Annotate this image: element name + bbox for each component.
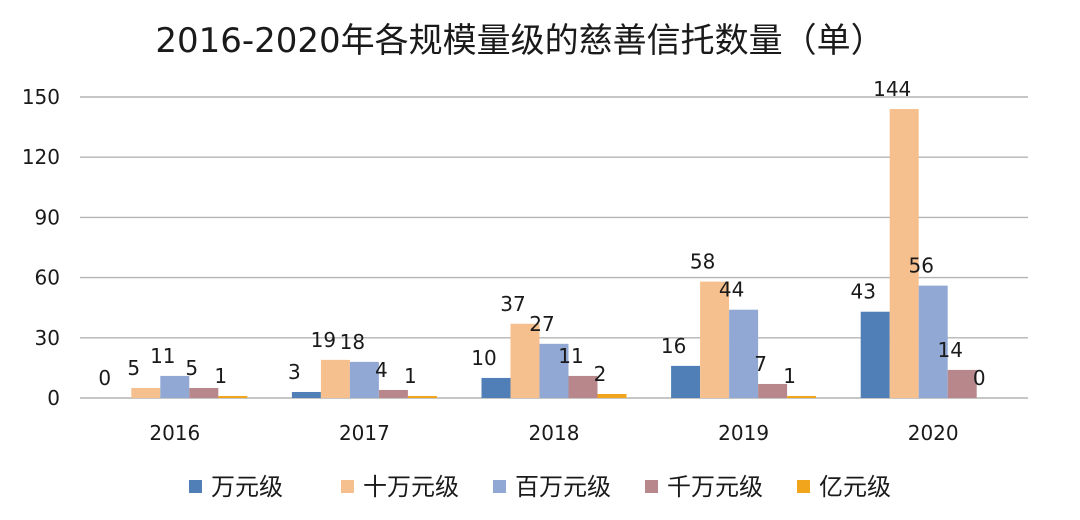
x-tick-label: 2020 bbox=[908, 421, 959, 445]
data-label: 11 bbox=[558, 344, 583, 368]
y-tick-label: 60 bbox=[35, 266, 60, 290]
bar bbox=[407, 395, 437, 398]
bar bbox=[671, 365, 701, 398]
bar bbox=[378, 389, 408, 398]
data-label: 3 bbox=[288, 360, 301, 384]
y-tick-label: 30 bbox=[35, 326, 60, 350]
data-label: 2 bbox=[594, 362, 607, 386]
bar bbox=[320, 359, 350, 398]
data-label: 19 bbox=[311, 328, 336, 352]
legend-swatch bbox=[645, 480, 658, 493]
data-label: 14 bbox=[937, 338, 962, 362]
bar bbox=[218, 395, 248, 398]
bar bbox=[160, 375, 190, 398]
y-tick-label: 90 bbox=[35, 205, 60, 229]
data-label: 1 bbox=[214, 364, 227, 388]
y-tick-label: 120 bbox=[22, 145, 60, 169]
legend: 万元级 十万元级 百万元级 千万元级 亿元级 bbox=[189, 473, 891, 501]
legend-swatch bbox=[341, 480, 354, 493]
bar bbox=[729, 309, 759, 398]
data-label: 58 bbox=[690, 250, 715, 274]
data-label: 1 bbox=[783, 364, 796, 388]
bar bbox=[918, 285, 948, 398]
data-label: 10 bbox=[471, 346, 496, 370]
y-tick-label: 150 bbox=[22, 85, 60, 109]
bar bbox=[758, 383, 788, 398]
data-label: 0 bbox=[973, 366, 986, 390]
data-label: 37 bbox=[500, 292, 525, 316]
bar bbox=[860, 311, 890, 398]
data-label: 56 bbox=[908, 254, 933, 278]
bars bbox=[131, 109, 977, 398]
bar bbox=[291, 391, 321, 398]
x-axis-ticks: 2016 2017 2018 2019 2020 bbox=[149, 421, 958, 445]
data-label: 16 bbox=[661, 334, 686, 358]
legend-label: 万元级 bbox=[211, 473, 283, 501]
data-label: 11 bbox=[150, 344, 175, 368]
bar bbox=[700, 281, 730, 398]
data-label: 18 bbox=[340, 330, 365, 354]
legend-label: 千万元级 bbox=[667, 473, 763, 501]
x-tick-label: 2017 bbox=[339, 421, 390, 445]
data-label: 7 bbox=[754, 352, 767, 376]
bar bbox=[349, 361, 379, 398]
data-label: 144 bbox=[873, 77, 911, 101]
y-axis-ticks: 0 30 60 90 120 150 bbox=[22, 85, 60, 410]
data-label: 4 bbox=[375, 358, 388, 382]
data-label: 27 bbox=[529, 312, 554, 336]
bar bbox=[189, 387, 219, 398]
legend-swatch bbox=[189, 480, 202, 493]
legend-swatch bbox=[493, 480, 506, 493]
bar bbox=[947, 369, 977, 398]
data-label: 43 bbox=[850, 280, 875, 304]
legend-swatch bbox=[797, 480, 810, 493]
bar bbox=[568, 375, 598, 398]
legend-label: 百万元级 bbox=[515, 473, 611, 501]
bar bbox=[787, 395, 817, 398]
bar bbox=[597, 393, 627, 398]
legend-label: 十万元级 bbox=[363, 473, 459, 501]
x-tick-label: 2019 bbox=[718, 421, 769, 445]
chart-title: 2016-2020年各规模量级的慈善信托数量（单） bbox=[155, 21, 884, 61]
bar bbox=[131, 387, 161, 398]
x-tick-label: 2018 bbox=[529, 421, 580, 445]
bar bbox=[889, 109, 919, 398]
legend-label: 亿元级 bbox=[819, 473, 891, 501]
y-tick-label: 0 bbox=[47, 386, 60, 410]
data-label: 5 bbox=[127, 356, 140, 380]
x-tick-label: 2016 bbox=[149, 421, 200, 445]
data-label: 44 bbox=[719, 278, 744, 302]
bar bbox=[510, 323, 540, 398]
bar bbox=[481, 377, 511, 398]
data-label: 1 bbox=[404, 364, 417, 388]
bar bbox=[539, 343, 569, 398]
data-label: 5 bbox=[185, 356, 198, 380]
data-label: 0 bbox=[98, 366, 111, 390]
